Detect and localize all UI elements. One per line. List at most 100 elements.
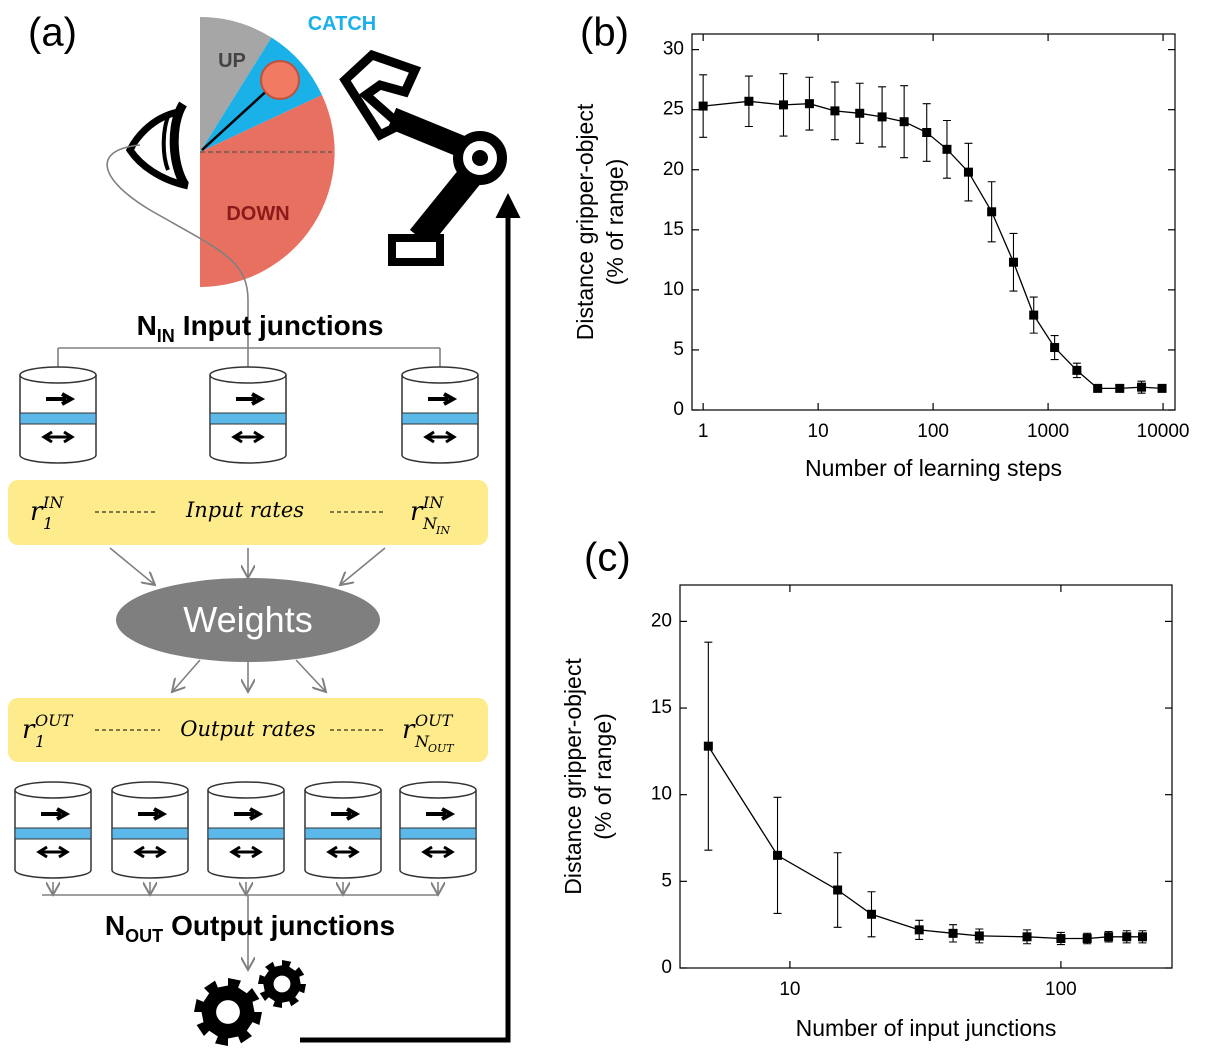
y-tick-label: 0 — [661, 957, 672, 978]
x-axis-label: Number of learning steps — [805, 455, 1062, 481]
free-layer — [112, 828, 188, 839]
rate-sup: IN — [42, 493, 64, 512]
data-point — [915, 925, 924, 934]
rate-sub: 1 — [35, 732, 45, 751]
rate-base: r — [402, 715, 416, 745]
junction-cylinder — [210, 367, 286, 463]
y-axis-label: Distance gripper-object — [572, 103, 598, 340]
y-tick-label: 0 — [673, 399, 684, 420]
region-label: DOWN — [226, 203, 289, 225]
data-point — [1050, 343, 1059, 352]
rate-sup: OUT — [35, 711, 74, 730]
data-point — [1023, 932, 1032, 941]
data-point — [744, 97, 753, 106]
junction-cylinder — [400, 782, 476, 878]
data-point — [830, 106, 839, 115]
y-tick-label: 15 — [663, 219, 684, 240]
y-tick-label: 30 — [663, 39, 684, 60]
y-tick-label: 10 — [663, 279, 684, 300]
data-line — [703, 101, 1162, 388]
cylinder-top — [210, 367, 286, 383]
y-tick-label: 10 — [651, 784, 672, 805]
data-point — [900, 117, 909, 126]
x-tick-label: 10 — [779, 979, 800, 1000]
x-tick-label: 10000 — [1137, 421, 1190, 442]
free-layer — [210, 413, 286, 424]
junction-cylinder — [402, 367, 478, 463]
free-layer — [402, 413, 478, 424]
data-point — [1029, 311, 1038, 320]
data-point — [975, 931, 984, 940]
data-point — [1009, 258, 1018, 267]
data-point — [922, 128, 931, 137]
junction-cylinder — [20, 367, 96, 463]
data-point — [867, 910, 876, 919]
cylinder-top — [112, 782, 188, 798]
rate-sup: OUT — [415, 711, 454, 730]
y-tick-label: 5 — [673, 339, 684, 360]
free-layer — [305, 828, 381, 839]
data-point — [1138, 932, 1147, 941]
data-point — [1104, 932, 1113, 941]
x-tick-label: 1000 — [1027, 421, 1069, 442]
rate-subsub: IN — [435, 524, 450, 537]
y-tick-label: 5 — [661, 870, 672, 891]
chart: (c)0510152010100Number of input junction… — [560, 536, 1172, 1042]
data-point — [805, 99, 814, 108]
rates-label: Output rates — [180, 717, 316, 741]
data-point — [1137, 383, 1146, 392]
cylinder-top — [208, 782, 284, 798]
cylinder-top — [402, 367, 478, 383]
rate-base: r — [22, 715, 36, 745]
junction-cylinder — [112, 782, 188, 878]
rate-base: r — [410, 497, 424, 527]
subscript: IN — [157, 326, 175, 346]
rate-subsub: OUT — [428, 742, 455, 755]
region-label: CATCH — [308, 13, 377, 35]
rate-sup: IN — [422, 493, 444, 512]
panel-label: (c) — [584, 536, 631, 580]
region-label: UP — [218, 50, 246, 72]
rates-label: Input rates — [185, 498, 304, 522]
x-tick-label: 100 — [917, 421, 949, 442]
data-point — [1083, 934, 1092, 943]
plot-frame — [692, 34, 1175, 410]
panel-label: (b) — [580, 11, 629, 55]
data-point — [1115, 384, 1124, 393]
data-point — [1122, 932, 1131, 941]
free-layer — [20, 413, 96, 424]
x-tick-label: 1 — [698, 421, 709, 442]
robot-arm — [345, 55, 502, 262]
junction-cylinder — [208, 782, 284, 878]
data-point — [699, 102, 708, 111]
junction-cylinder — [15, 782, 91, 878]
figure: (a) UP CATCH DOWN NINInput junctions Inp… — [0, 0, 1207, 1048]
junction-cylinder — [305, 782, 381, 878]
y-tick-label: 15 — [651, 697, 672, 718]
subscript: OUT — [125, 926, 163, 946]
cylinder-top — [15, 782, 91, 798]
data-point — [704, 742, 713, 751]
data-point — [878, 112, 887, 121]
gear-hole — [274, 976, 291, 993]
symbol: N — [105, 910, 125, 941]
data-point — [833, 886, 842, 895]
data-point — [1093, 384, 1102, 393]
data-point — [1158, 384, 1167, 393]
x-axis-label: Number of input junctions — [796, 1015, 1057, 1041]
panel-label: (a) — [28, 11, 77, 55]
rate-base: r — [30, 497, 44, 527]
y-axis-label: (% of range) — [602, 159, 628, 286]
weights-label: Weights — [183, 599, 312, 640]
data-point — [1056, 934, 1065, 943]
x-tick-label: 10 — [808, 421, 829, 442]
y-axis-label: Distance gripper-object — [560, 658, 586, 895]
data-point — [779, 100, 788, 109]
data-point — [949, 929, 958, 938]
y-tick-label: 20 — [651, 610, 672, 631]
free-layer — [15, 828, 91, 839]
plot-frame — [680, 585, 1172, 968]
